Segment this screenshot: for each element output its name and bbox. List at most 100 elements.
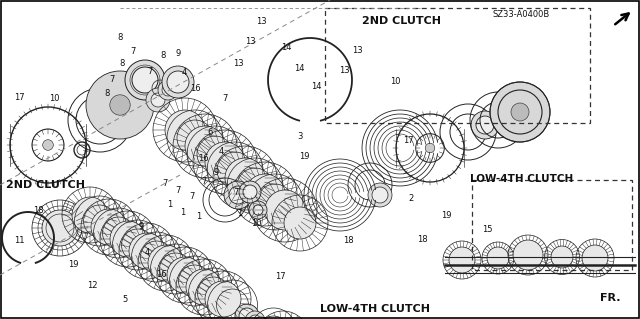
Circle shape bbox=[148, 245, 184, 281]
Circle shape bbox=[42, 210, 78, 246]
Circle shape bbox=[205, 281, 241, 317]
Text: 2ND CLUTCH: 2ND CLUTCH bbox=[362, 16, 440, 26]
Text: 10: 10 bbox=[49, 94, 60, 103]
Circle shape bbox=[551, 246, 573, 268]
Text: 7: 7 bbox=[131, 47, 136, 56]
Circle shape bbox=[132, 67, 158, 93]
Circle shape bbox=[239, 308, 255, 319]
Text: 7: 7 bbox=[189, 192, 195, 201]
Text: 13: 13 bbox=[352, 46, 362, 55]
Text: 1: 1 bbox=[196, 212, 201, 221]
Circle shape bbox=[165, 110, 205, 150]
Circle shape bbox=[490, 82, 550, 142]
Circle shape bbox=[158, 80, 178, 100]
Bar bbox=[325, 8, 590, 123]
Text: 8: 8 bbox=[118, 33, 123, 42]
Circle shape bbox=[372, 187, 388, 203]
Text: 17: 17 bbox=[403, 136, 413, 145]
Text: 13: 13 bbox=[246, 37, 256, 46]
Text: 10: 10 bbox=[251, 219, 261, 228]
Circle shape bbox=[476, 116, 494, 134]
Text: 13: 13 bbox=[339, 66, 349, 75]
Circle shape bbox=[146, 88, 170, 112]
Circle shape bbox=[167, 257, 203, 293]
Text: 3: 3 bbox=[297, 132, 302, 141]
Text: 7: 7 bbox=[223, 94, 228, 103]
Circle shape bbox=[91, 209, 127, 245]
Circle shape bbox=[368, 183, 392, 207]
Text: 18: 18 bbox=[33, 206, 44, 215]
Circle shape bbox=[487, 247, 509, 269]
Circle shape bbox=[513, 240, 543, 270]
Circle shape bbox=[239, 181, 261, 203]
Text: 7: 7 bbox=[233, 188, 238, 197]
Text: 14: 14 bbox=[312, 82, 322, 91]
Text: 12: 12 bbox=[88, 281, 98, 290]
Text: 14: 14 bbox=[282, 43, 292, 52]
Circle shape bbox=[225, 158, 265, 198]
Text: 19: 19 bbox=[442, 211, 452, 220]
Circle shape bbox=[245, 311, 265, 319]
Bar bbox=[472, 180, 632, 270]
Text: 1: 1 bbox=[180, 208, 185, 217]
Circle shape bbox=[449, 247, 475, 273]
Circle shape bbox=[129, 233, 165, 269]
Circle shape bbox=[265, 190, 305, 230]
Text: 17: 17 bbox=[14, 93, 24, 102]
Text: 19: 19 bbox=[299, 152, 309, 161]
Circle shape bbox=[86, 71, 154, 139]
Circle shape bbox=[151, 93, 165, 107]
Circle shape bbox=[185, 126, 225, 166]
Circle shape bbox=[243, 185, 257, 199]
Circle shape bbox=[186, 269, 222, 305]
Text: FR.: FR. bbox=[600, 293, 621, 303]
Text: 7: 7 bbox=[109, 75, 115, 84]
Circle shape bbox=[162, 66, 194, 98]
Circle shape bbox=[167, 71, 189, 93]
Text: 13: 13 bbox=[233, 59, 243, 68]
Text: 9: 9 bbox=[214, 168, 219, 177]
Text: 7: 7 bbox=[175, 186, 180, 195]
Text: 4: 4 bbox=[182, 68, 187, 77]
Circle shape bbox=[511, 103, 529, 121]
Text: 16: 16 bbox=[190, 84, 200, 93]
Text: 19: 19 bbox=[68, 260, 79, 269]
Text: LOW-4TH CLUTCH: LOW-4TH CLUTCH bbox=[320, 304, 430, 315]
Text: 5: 5 bbox=[122, 295, 127, 304]
Circle shape bbox=[249, 201, 267, 219]
Text: 4: 4 bbox=[218, 147, 223, 156]
Text: 11: 11 bbox=[14, 236, 24, 245]
Circle shape bbox=[110, 221, 146, 257]
Text: 7: 7 bbox=[163, 179, 168, 188]
Text: 10: 10 bbox=[390, 77, 401, 86]
Circle shape bbox=[253, 205, 263, 215]
Text: LOW-4TH CLUTCH: LOW-4TH CLUTCH bbox=[470, 174, 573, 184]
Circle shape bbox=[224, 181, 252, 209]
Text: 17: 17 bbox=[275, 272, 285, 281]
Text: 1: 1 bbox=[167, 200, 172, 209]
Text: 16: 16 bbox=[198, 154, 209, 163]
Circle shape bbox=[253, 317, 269, 319]
Circle shape bbox=[425, 143, 435, 153]
Circle shape bbox=[582, 245, 608, 271]
Text: 16: 16 bbox=[156, 271, 166, 279]
Circle shape bbox=[249, 315, 261, 319]
Circle shape bbox=[284, 207, 316, 239]
Text: 8: 8 bbox=[105, 89, 110, 98]
Text: 15: 15 bbox=[483, 225, 493, 234]
Text: 6: 6 bbox=[207, 128, 212, 137]
Circle shape bbox=[110, 95, 130, 115]
Text: SZ33-A0400B: SZ33-A0400B bbox=[493, 10, 550, 19]
Circle shape bbox=[162, 84, 174, 96]
Text: 9: 9 bbox=[138, 222, 143, 231]
Circle shape bbox=[205, 142, 245, 182]
Text: 9: 9 bbox=[175, 49, 180, 58]
Text: 13: 13 bbox=[256, 17, 266, 26]
Text: 14: 14 bbox=[294, 64, 305, 73]
Circle shape bbox=[471, 111, 499, 139]
Text: 8: 8 bbox=[119, 59, 124, 68]
Text: 18: 18 bbox=[344, 236, 354, 245]
Circle shape bbox=[43, 140, 53, 150]
Text: 1: 1 bbox=[237, 209, 243, 218]
Text: 7: 7 bbox=[148, 67, 153, 76]
